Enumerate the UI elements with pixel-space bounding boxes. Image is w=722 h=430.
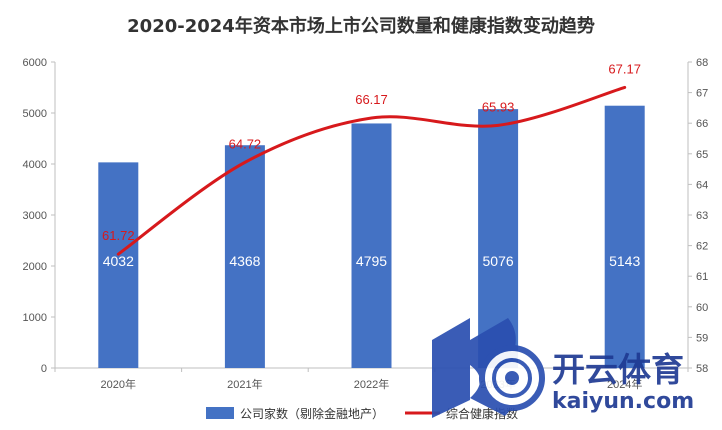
left-tick-label: 5000 bbox=[23, 108, 47, 120]
left-tick-label: 1000 bbox=[23, 312, 47, 324]
right-tick-label: 62 bbox=[696, 241, 708, 253]
left-ticks: 0 1000 2000 3000 4000 5000 6000 bbox=[23, 57, 55, 375]
bar-2 bbox=[351, 123, 392, 368]
watermark-brand: 开云体育 bbox=[552, 350, 684, 389]
right-ticks: 58 59 60 61 62 63 64 65 66 67 68 bbox=[688, 57, 708, 375]
right-tick-label: 59 bbox=[696, 332, 708, 344]
right-tick-label: 63 bbox=[696, 210, 708, 222]
right-tick-label: 58 bbox=[696, 363, 708, 375]
bar-0 bbox=[98, 162, 139, 368]
legend: 公司家数（剔除金融地产） 综合健康指数 bbox=[206, 406, 518, 421]
x-tick-label: 2024年 bbox=[607, 377, 642, 391]
line-label-3: 65.93 bbox=[482, 99, 515, 114]
bar-labels: 4032 4368 4795 5076 5143 bbox=[103, 253, 641, 269]
bar-label-3: 5076 bbox=[483, 253, 514, 269]
x-tick-label: 2022年 bbox=[354, 377, 389, 391]
bar-4 bbox=[604, 105, 645, 368]
line-label-0: 61.72 bbox=[102, 228, 135, 243]
health-index-line bbox=[116, 85, 627, 256]
right-tick-label: 66 bbox=[696, 118, 708, 130]
right-tick-label: 68 bbox=[696, 57, 708, 69]
bar-label-2: 4795 bbox=[356, 253, 387, 269]
watermark-domain: kaiyun.com bbox=[552, 389, 694, 414]
right-tick-label: 64 bbox=[696, 179, 708, 191]
legend-bar-swatch bbox=[206, 407, 234, 419]
line-series bbox=[116, 85, 627, 256]
chart-title: 2020-2024年资本市场上市公司数量和健康指数变动趋势 bbox=[127, 16, 595, 37]
bar-label-4: 5143 bbox=[609, 253, 640, 269]
watermark-logo-icon bbox=[432, 318, 545, 418]
line-label-4: 67.17 bbox=[608, 61, 641, 76]
x-tick-label: 2021年 bbox=[227, 377, 262, 391]
right-tick-label: 61 bbox=[696, 271, 708, 283]
bar-label-0: 4032 bbox=[103, 253, 134, 269]
bar-label-1: 4368 bbox=[229, 253, 260, 269]
right-tick-label: 60 bbox=[696, 302, 708, 314]
line-label-2: 66.17 bbox=[355, 92, 388, 107]
left-tick-label: 3000 bbox=[23, 210, 47, 222]
right-tick-label: 65 bbox=[696, 149, 708, 161]
x-tick-label: 2020年 bbox=[101, 377, 136, 391]
watermark: 开云体育 kaiyun.com bbox=[432, 318, 694, 418]
left-tick-label: 4000 bbox=[23, 159, 47, 171]
line-label-1: 64.72 bbox=[229, 136, 262, 151]
bar-1 bbox=[224, 145, 265, 368]
right-tick-label: 67 bbox=[696, 88, 708, 100]
left-tick-label: 2000 bbox=[23, 261, 47, 273]
left-tick-label: 6000 bbox=[23, 57, 47, 69]
left-tick-label: 0 bbox=[41, 363, 47, 375]
legend-bar-label: 公司家数（剔除金融地产） bbox=[240, 406, 384, 421]
line-labels: 61.72 64.72 66.17 65.93 67.17 bbox=[102, 61, 641, 243]
bars bbox=[98, 105, 645, 369]
